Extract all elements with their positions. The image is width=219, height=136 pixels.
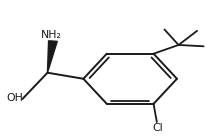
Text: OH: OH — [6, 93, 23, 103]
Polygon shape — [48, 41, 57, 73]
Text: NH₂: NH₂ — [41, 30, 62, 40]
Text: Cl: Cl — [152, 123, 163, 133]
